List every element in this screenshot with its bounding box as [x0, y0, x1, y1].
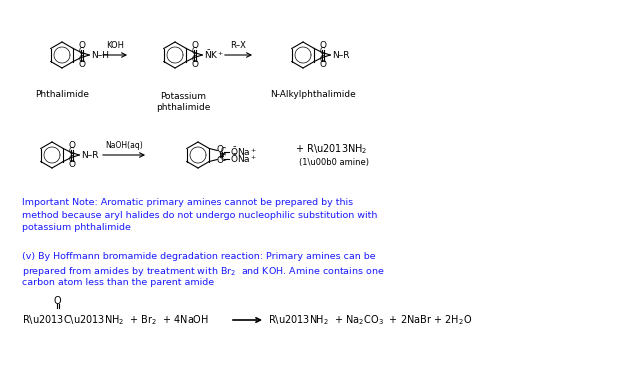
Text: C: C — [79, 47, 84, 56]
Text: N–R: N–R — [333, 50, 350, 59]
Text: NaOH(aq): NaOH(aq) — [105, 141, 143, 150]
Text: C: C — [69, 147, 74, 156]
Text: N–R: N–R — [81, 150, 99, 159]
Text: C: C — [79, 55, 84, 64]
Text: C: C — [192, 47, 197, 56]
Text: carbon atom less than the parent amide: carbon atom less than the parent amide — [22, 278, 214, 287]
Text: O: O — [192, 60, 199, 69]
Text: R\u2013C\u2013NH$_2$  + Br$_2$  + 4NaOH: R\u2013C\u2013NH$_2$ + Br$_2$ + 4NaOH — [22, 313, 209, 327]
Text: Potassium
phthalimide: Potassium phthalimide — [156, 92, 210, 112]
Text: R–X: R–X — [230, 41, 246, 50]
Text: O: O — [192, 41, 199, 50]
Text: R\u2013NH$_2$  + Na$_2$CO$_3$  + 2NaBr + 2H$_2$O: R\u2013NH$_2$ + Na$_2$CO$_3$ + 2NaBr + 2… — [268, 313, 472, 327]
Text: O: O — [69, 141, 76, 150]
Text: C: C — [320, 47, 325, 56]
Text: O: O — [79, 60, 86, 69]
Text: prepared from amides by treatment with Br$_2$  and KOH. Amine contains one: prepared from amides by treatment with B… — [22, 265, 385, 278]
Text: O: O — [79, 41, 86, 50]
Text: Important Note: Aromatic primary amines cannot be prepared by this
method becaus: Important Note: Aromatic primary amines … — [22, 198, 377, 232]
Text: O: O — [217, 156, 224, 165]
Text: C: C — [320, 55, 325, 64]
Text: N–H: N–H — [91, 50, 109, 59]
Text: (1\u00b0 amine): (1\u00b0 amine) — [299, 159, 369, 167]
Text: C: C — [220, 147, 225, 156]
Text: N-Alkylphthalimide: N-Alkylphthalimide — [270, 90, 356, 99]
Text: C: C — [192, 55, 197, 64]
Text: O: O — [320, 60, 327, 69]
Text: (v) By Hoffmann bromamide degradation reaction: Primary amines can be: (v) By Hoffmann bromamide degradation re… — [22, 252, 375, 261]
Text: C: C — [220, 154, 225, 163]
Text: C: C — [69, 155, 74, 164]
Text: O: O — [320, 41, 327, 50]
Text: O: O — [53, 296, 61, 306]
Text: $\bar{\mathregular{O}}$Na$^+$: $\bar{\mathregular{O}}$Na$^+$ — [230, 145, 257, 158]
Text: $\bar{\mathregular{O}}$Na$^+$: $\bar{\mathregular{O}}$Na$^+$ — [230, 152, 257, 165]
Text: O: O — [217, 145, 224, 154]
Text: KOH: KOH — [106, 41, 124, 50]
Text: + R\u2013NH$_2$: + R\u2013NH$_2$ — [295, 142, 367, 156]
Text: O: O — [69, 160, 76, 169]
Text: Phthalimide: Phthalimide — [35, 90, 89, 99]
Text: $\bar{\mathregular{N}}$K$^+$: $\bar{\mathregular{N}}$K$^+$ — [204, 49, 225, 61]
